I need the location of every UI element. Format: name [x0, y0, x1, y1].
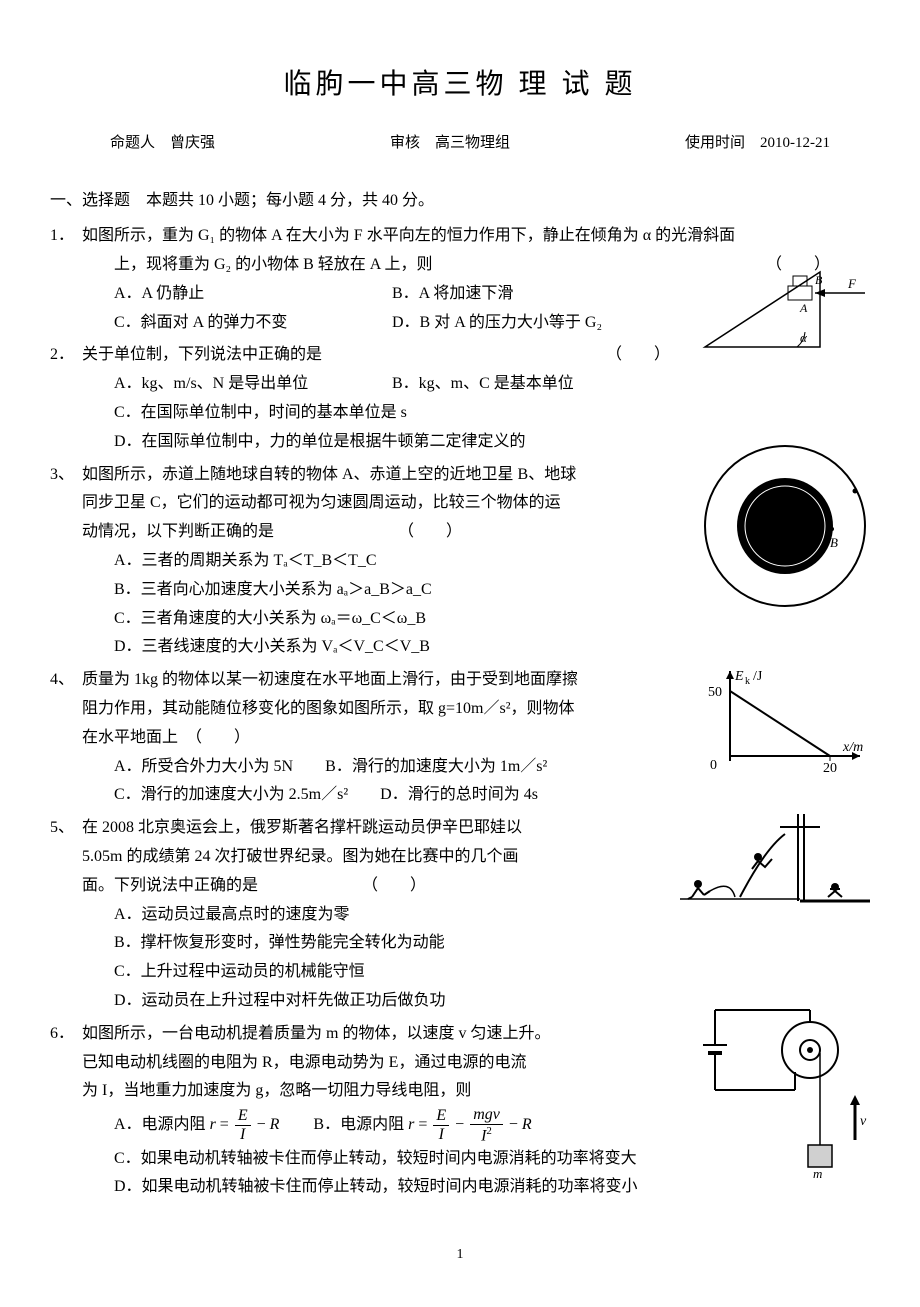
- question-5: 5、 在 2008 北京奥运会上，俄罗斯著名撑杆跳运动员伊辛巴耶娃以 5.05m…: [50, 814, 870, 1016]
- q2-paren: （ ）: [606, 341, 670, 370]
- svg-text:k: k: [745, 676, 750, 687]
- author-name: 曾庆强: [170, 135, 215, 151]
- q4-number: 4、: [50, 666, 74, 695]
- q1-optD: D．B 对 A 的压力大小等于 G₂: [392, 309, 670, 338]
- question-1: 1． 如图所示，重为 G₁ 的物体 A 在大小为 F 水平向左的恒力作用下，静止…: [50, 222, 870, 337]
- q2-optC: C．在国际单位制中，时间的基本单位是 s: [114, 399, 670, 428]
- question-4: 4、 质量为 1kg 的物体以某一初速度在水平地面上滑行，由于受到地面摩擦 阻力…: [50, 666, 870, 810]
- q5-l3: 面。下列说法中正确的是: [82, 877, 258, 894]
- author: 命题人 曾庆强: [110, 130, 215, 157]
- q4-l2: 阻力作用，其动能随位移变化的图象如图所示，取 g=10m／s²，则物体: [82, 695, 680, 724]
- svg-text:B: B: [815, 273, 823, 287]
- date: 使用时间 2010-12-21: [685, 130, 830, 157]
- q6-optB-text: B．电源内阻: [313, 1116, 408, 1133]
- q6-l2: 已知电动机线圈的电阻为 R，电源电动势为 E，通过电源的电流: [82, 1049, 680, 1078]
- q5-number: 5、: [50, 814, 74, 843]
- svg-text:20: 20: [823, 761, 837, 776]
- q2-optB: B．kg、m、C 是基本单位: [392, 370, 670, 399]
- q3-optD: D．三者线速度的大小关系为 Vₐ＜V_C＜V_B: [114, 633, 870, 662]
- q3-l1: 如图所示，赤道上随地球自转的物体 A、赤道上空的近地卫星 B、地球: [82, 461, 680, 490]
- meta-row: 命题人 曾庆强 审核 高三物理组 使用时间 2010-12-21: [50, 130, 870, 157]
- q3-paren: （ ）: [398, 523, 462, 540]
- q3-figure: B: [700, 441, 870, 622]
- q2-optA: A．kg、m/s、N 是导出单位: [114, 370, 392, 399]
- q1-line2: 上，现将重为 G₂ 的小物体 B 轻放在 A 上，则: [114, 256, 432, 273]
- q5-l3-row: 面。下列说法中正确的是 （ ）: [82, 872, 680, 901]
- q5-figure: [680, 809, 870, 920]
- reviewer-label: 审核: [390, 135, 420, 151]
- q6-number: 6．: [50, 1020, 74, 1049]
- date-value: 2010-12-21: [760, 135, 830, 151]
- svg-text:F: F: [847, 276, 857, 291]
- q5-paren: （ ）: [362, 877, 426, 894]
- page-number: 1: [50, 1242, 870, 1267]
- q3-l2: 同步卫星 C，它们的运动都可视为匀速圆周运动，比较三个物体的运: [82, 489, 680, 518]
- svg-text:0: 0: [710, 758, 717, 773]
- question-3: 3、 如图所示，赤道上随地球自转的物体 A、赤道上空的近地卫星 B、地球 同步卫…: [50, 461, 870, 663]
- svg-text:A: A: [799, 301, 808, 315]
- date-label: 使用时间: [685, 135, 745, 151]
- q5-l1: 在 2008 北京奥运会上，俄罗斯著名撑杆跳运动员伊辛巴耶娃以: [82, 814, 680, 843]
- q1-optC: C．斜面对 A 的弹力不变: [114, 309, 392, 338]
- q4-optC: C．滑行的加速度大小为 2.5m／s²: [114, 786, 348, 803]
- q2-optD: D．在国际单位制中，力的单位是根据牛顿第二定律定义的: [114, 428, 670, 457]
- question-2: 2． 关于单位制，下列说法中正确的是 （ ） A．kg、m/s、N 是导出单位 …: [50, 341, 870, 456]
- q6-optA-text: A．电源内阻: [114, 1116, 210, 1133]
- q1-line1: 如图所示，重为 G₁ 的物体 A 在大小为 F 水平向左的恒力作用下，静止在倾角…: [82, 222, 870, 251]
- svg-text:50: 50: [708, 685, 722, 700]
- q5-l2: 5.05m 的成绩第 24 次打破世界纪录。图为她在比赛中的几个画: [82, 843, 680, 872]
- q4-l3: 在水平地面上 （ ）: [82, 724, 680, 753]
- q2-text: 关于单位制，下列说法中正确的是: [82, 346, 322, 363]
- reviewer: 审核 高三物理组: [390, 130, 510, 157]
- q6-optA: A．电源内阻 r = EI − R: [114, 1116, 283, 1133]
- svg-text:/J: /J: [753, 669, 763, 684]
- q4-optB: B．滑行的加速度大小为 1m／s²: [325, 758, 547, 775]
- q6-l1: 如图所示，一台电动机提着质量为 m 的物体，以速度 v 匀速上升。: [82, 1020, 680, 1049]
- svg-text:m: m: [813, 1166, 822, 1180]
- q4-figure: Ek/J 50 0 20 x/m: [705, 666, 870, 787]
- q5-optB: B．撑杆恢复形变时，弹性势能完全转化为动能: [114, 929, 870, 958]
- q5-optC: C．上升过程中运动员的机械能守恒: [114, 958, 870, 987]
- author-label: 命题人: [110, 135, 155, 151]
- q2-number: 2．: [50, 341, 74, 370]
- svg-text:B: B: [830, 535, 838, 550]
- q1-optA: A．A 仍静止: [114, 280, 392, 309]
- svg-text:v: v: [860, 1114, 867, 1129]
- q6-optB: B．电源内阻 r = EI − mgvI2 − R: [313, 1116, 531, 1133]
- q3-number: 3、: [50, 461, 74, 490]
- section-header: 一、选择题 本题共 10 小题；每小题 4 分，共 40 分。: [50, 187, 870, 216]
- q3-l3-row: 动情况，以下判断正确的是 （ ）: [82, 518, 680, 547]
- q1-optB: B．A 将加速下滑: [392, 280, 670, 309]
- q4-l1: 质量为 1kg 的物体以某一初速度在水平地面上滑行，由于受到地面摩擦: [82, 666, 680, 695]
- q4-optD: D．滑行的总时间为 4s: [380, 786, 538, 803]
- q6-l3: 为 I，当地重力加速度为 g，忽略一切阻力导线电阻，则: [82, 1077, 680, 1106]
- q3-l3: 动情况，以下判断正确的是: [82, 523, 274, 540]
- q1-number: 1．: [50, 222, 74, 251]
- page-title: 临朐一中高三物 理 试 题: [50, 60, 870, 110]
- q6-figure: m v: [695, 990, 870, 1191]
- svg-text:x/m: x/m: [842, 740, 863, 755]
- q4-optA: A．所受合外力大小为 5N: [114, 758, 293, 775]
- svg-text:E: E: [734, 669, 744, 684]
- question-6: 6． 如图所示，一台电动机提着质量为 m 的物体，以速度 v 匀速上升。 已知电…: [50, 1020, 870, 1203]
- reviewer-name: 高三物理组: [435, 135, 510, 151]
